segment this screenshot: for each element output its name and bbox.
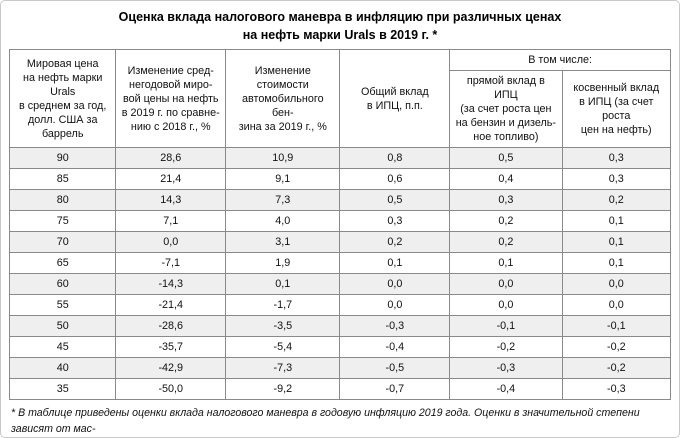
inflation-contribution-table: Мировая цена на нефть марки Urals в сред… [8,48,672,401]
table-cell: 90 [8,147,117,170]
table-cell: -0,5 [339,357,451,380]
table-cell: 65 [8,252,117,275]
table-cell: 0,6 [339,168,451,191]
table-row: 70 0,0 3,1 0,2 0,2 0,1 [8,231,672,254]
table-row: 90 28,6 10,9 0,8 0,5 0,3 [8,147,672,170]
table-cell: 0,3 [561,147,672,170]
table-cell: 0,3 [449,189,563,212]
table-cell: 0,0 [561,273,672,296]
table-cell: 7,1 [115,210,227,233]
table-cell: 0,1 [449,252,563,275]
table-cell: -0,2 [561,357,672,380]
table-cell: 0,1 [339,252,451,275]
table-cell: -0,4 [449,378,563,401]
table-cell: 10,9 [225,147,341,170]
table-cell: -0,2 [449,336,563,359]
table-row: 40 -42,9 -7,3 -0,5 -0,3 -0,2 [8,357,672,380]
table-title: Оценка вклада налогового маневра в инфля… [118,10,562,42]
table-body: 90 28,6 10,9 0,8 0,5 0,3 85 21,4 9,1 0,6 0,4 0,3 80 1… [8,147,672,401]
table-row: 55 -21,4 -1,7 0,0 0,0 0,0 [8,294,672,317]
table-row: 35 -50,0 -9,2 -0,7 -0,4 -0,3 [8,378,672,401]
table-cell: 0,3 [339,210,451,233]
table-cell: 0,1 [561,210,672,233]
table-cell: 0,0 [449,294,563,317]
table-cell: 0,1 [561,231,672,254]
table-cell: 0,1 [561,252,672,275]
table-cell: 35 [8,378,117,401]
table-cell: 0,2 [449,210,563,233]
table-cell: 0,4 [449,168,563,191]
header-price-change: Изменение сред- негодовой миро- вой цены… [115,48,227,149]
table-cell: 4,0 [225,210,341,233]
table-row: 85 21,4 9,1 0,6 0,4 0,3 [8,168,672,191]
table-cell: -0,7 [339,378,451,401]
table-row: 75 7,1 4,0 0,3 0,2 0,1 [8,210,672,233]
header-indirect-contribution: косвенный вклад в ИПЦ (за счет роста цен… [561,70,672,149]
table-cell: 0,5 [339,189,451,212]
table-cell: -0,3 [339,315,451,338]
table-cell: -7,3 [225,357,341,380]
table-cell: 0,8 [339,147,451,170]
table-cell: -42,9 [115,357,227,380]
table-cell: 0,2 [449,231,563,254]
table-cell: -0,2 [561,336,672,359]
table-cell: 0,2 [561,189,672,212]
footnote: * В таблице приведены оценки вклада нало… [11,407,640,435]
table-cell: -0,1 [449,315,563,338]
table-cell: 0,0 [449,273,563,296]
table-cell: 14,3 [115,189,227,212]
table-cell: -0,3 [449,357,563,380]
header-total-contribution: Общий вклад в ИПЦ, п.п. [339,48,451,149]
table-cell: 45 [8,336,117,359]
table-cell: 80 [8,189,117,212]
table-row: 80 14,3 7,3 0,5 0,3 0,2 [8,189,672,212]
table-cell: 50 [8,315,117,338]
table-cell: 75 [8,210,117,233]
table-cell: -21,4 [115,294,227,317]
table-cell: 0,5 [449,147,563,170]
table-cell: 0,0 [339,273,451,296]
table-cell: 0,1 [225,273,341,296]
table-cell: 70 [8,231,117,254]
table-cell: 40 [8,357,117,380]
table-header: Мировая цена на нефть марки Urals в сред… [8,48,672,149]
table-row: 50 -28,6 -3,5 -0,3 -0,1 -0,1 [8,315,672,338]
table-cell: 85 [8,168,117,191]
table-cell: -0,1 [561,315,672,338]
table-cell: 9,1 [225,168,341,191]
table-cell: 0,3 [561,168,672,191]
table-cell: -5,4 [225,336,341,359]
table-cell: -35,7 [115,336,227,359]
table-row: 65 -7,1 1,9 0,1 0,1 0,1 [8,252,672,275]
header-gasoline-change: Изменение стоимости автомобильного бен- … [225,48,341,149]
table-cell: 21,4 [115,168,227,191]
table-cell: 3,1 [225,231,341,254]
table-cell: 60 [8,273,117,296]
table-row: 45 -35,7 -5,4 -0,4 -0,2 -0,2 [8,336,672,359]
table-cell: -7,1 [115,252,227,275]
table-cell: 1,9 [225,252,341,275]
header-including-group: В том числе: [449,48,671,72]
table-row: 60 -14,3 0,1 0,0 0,0 0,0 [8,273,672,296]
table-cell: 0,2 [339,231,451,254]
table-cell: -1,7 [225,294,341,317]
table-cell: 7,3 [225,189,341,212]
table-cell: -9,2 [225,378,341,401]
table-cell: -50,0 [115,378,227,401]
table-cell: -0,3 [561,378,672,401]
table-cell: -0,4 [339,336,451,359]
header-world-price: Мировая цена на нефть марки Urals в сред… [8,48,117,149]
table-cell: -14,3 [115,273,227,296]
table-cell: 55 [8,294,117,317]
table-cell: 0,0 [561,294,672,317]
table-cell: 0,0 [339,294,451,317]
table-cell: -3,5 [225,315,341,338]
header-direct-contribution: прямой вклад в ИПЦ (за счет роста цен на… [449,70,563,149]
table-cell: 28,6 [115,147,227,170]
table-cell: 0,0 [115,231,227,254]
table-cell: -28,6 [115,315,227,338]
